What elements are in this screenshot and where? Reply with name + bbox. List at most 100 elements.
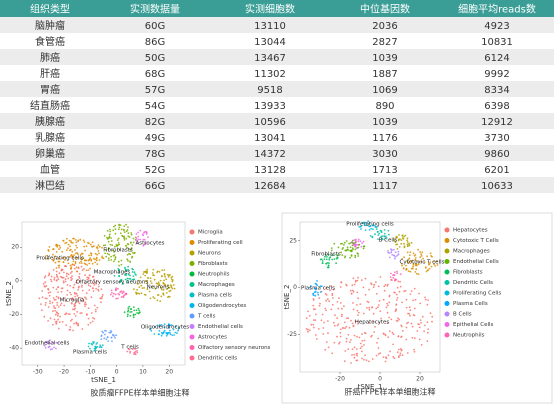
cell-dot bbox=[53, 305, 55, 307]
cell-dot bbox=[80, 286, 83, 288]
y-tick-label: 0 bbox=[15, 277, 19, 284]
table-cell: 3730 bbox=[484, 133, 509, 144]
cell-dot bbox=[367, 220, 370, 223]
x-tick-label: -30 bbox=[33, 369, 43, 376]
cell-dot bbox=[360, 279, 363, 281]
cell-dot bbox=[97, 244, 100, 247]
cell-dot bbox=[424, 298, 427, 301]
cell-dot bbox=[161, 275, 163, 278]
cell-dot bbox=[413, 307, 416, 310]
cell-dot bbox=[334, 314, 336, 317]
cell-dot bbox=[403, 256, 405, 258]
cell-dot bbox=[146, 272, 148, 275]
cell-dot bbox=[107, 257, 110, 259]
cell-dot bbox=[91, 262, 94, 265]
legend-swatch bbox=[189, 240, 195, 245]
cell-dot bbox=[67, 277, 70, 280]
cell-dot bbox=[72, 260, 75, 263]
cell-dot bbox=[417, 273, 420, 276]
cell-dot bbox=[110, 255, 112, 258]
cell-dot bbox=[420, 255, 423, 257]
cell-dot bbox=[50, 275, 53, 278]
cell-dot bbox=[387, 354, 390, 357]
cell-dot bbox=[114, 337, 116, 339]
cell-dot bbox=[355, 243, 358, 246]
cell-dot bbox=[100, 338, 103, 340]
cell-dot bbox=[426, 331, 429, 334]
cell-dot bbox=[60, 290, 63, 293]
cell-dot bbox=[57, 318, 59, 321]
cell-dot bbox=[321, 260, 324, 262]
legend-swatch bbox=[444, 269, 450, 275]
cell-dot bbox=[158, 283, 161, 285]
cell-dot bbox=[84, 259, 87, 262]
legend-label: Hepatocytes bbox=[453, 228, 488, 234]
cell-dot bbox=[44, 304, 47, 306]
cell-dot bbox=[59, 304, 62, 307]
legend-label: B Cells bbox=[453, 312, 472, 318]
cell-dot bbox=[57, 342, 60, 344]
cell-dot bbox=[108, 235, 111, 238]
table-cell: 49G bbox=[145, 133, 165, 144]
cell-dot bbox=[379, 352, 381, 355]
cell-dot bbox=[60, 268, 63, 271]
cell-dot bbox=[412, 265, 414, 268]
cell-dot bbox=[57, 264, 60, 267]
cell-dot bbox=[403, 235, 405, 238]
cell-dot bbox=[102, 257, 105, 260]
cell-dot bbox=[325, 262, 328, 265]
cell-dot bbox=[371, 236, 374, 239]
cell-dot bbox=[136, 288, 139, 291]
cell-dot bbox=[393, 239, 396, 242]
cell-dot bbox=[371, 224, 374, 227]
cell-dot bbox=[365, 222, 368, 225]
cell-dot bbox=[114, 228, 117, 231]
cell-dot bbox=[51, 348, 53, 350]
cell-dot bbox=[105, 338, 108, 341]
cluster-label: Plasma cells bbox=[301, 286, 335, 292]
cell-dot bbox=[78, 275, 80, 278]
cell-dot bbox=[333, 258, 336, 260]
cell-dot bbox=[44, 297, 47, 300]
cell-dot bbox=[72, 286, 75, 289]
cell-dot bbox=[368, 306, 371, 309]
cell-dot bbox=[65, 241, 68, 244]
cell-dot bbox=[171, 287, 174, 290]
cell-dot bbox=[398, 234, 400, 236]
cell-dot bbox=[165, 278, 168, 281]
cell-dot bbox=[369, 225, 372, 228]
cell-dot bbox=[385, 306, 388, 309]
cell-dot bbox=[410, 267, 413, 270]
cell-dot bbox=[168, 323, 171, 326]
cell-dot bbox=[64, 313, 66, 316]
cell-dot bbox=[424, 296, 426, 299]
cell-dot bbox=[410, 241, 413, 244]
cell-dot bbox=[171, 334, 174, 336]
cluster-label: Proliferating cells bbox=[346, 222, 394, 228]
cell-dot bbox=[92, 290, 95, 292]
cell-dot bbox=[406, 260, 409, 263]
cell-dot bbox=[144, 241, 147, 244]
cell-dot bbox=[350, 293, 353, 295]
cell-dot bbox=[325, 299, 327, 302]
cell-dot bbox=[353, 346, 356, 349]
cell-dot bbox=[97, 285, 100, 288]
cell-dot bbox=[69, 245, 71, 248]
cell-dot bbox=[406, 239, 408, 242]
cell-dot bbox=[354, 239, 357, 242]
cell-dot bbox=[123, 311, 126, 314]
cell-dot bbox=[120, 296, 123, 298]
cell-dot bbox=[72, 256, 75, 259]
cell-dot bbox=[126, 258, 129, 261]
cell-dot bbox=[83, 267, 85, 270]
cell-dot bbox=[108, 247, 110, 250]
cell-dot bbox=[362, 312, 365, 315]
plot-frame bbox=[299, 221, 441, 373]
cell-dot bbox=[96, 253, 98, 256]
cell-dot bbox=[72, 329, 74, 332]
cell-dot bbox=[67, 262, 70, 265]
cell-dot bbox=[44, 301, 47, 304]
legend-label: Dendritic Cells bbox=[453, 280, 493, 286]
cell-dot bbox=[166, 288, 168, 291]
cell-dot bbox=[400, 336, 402, 338]
